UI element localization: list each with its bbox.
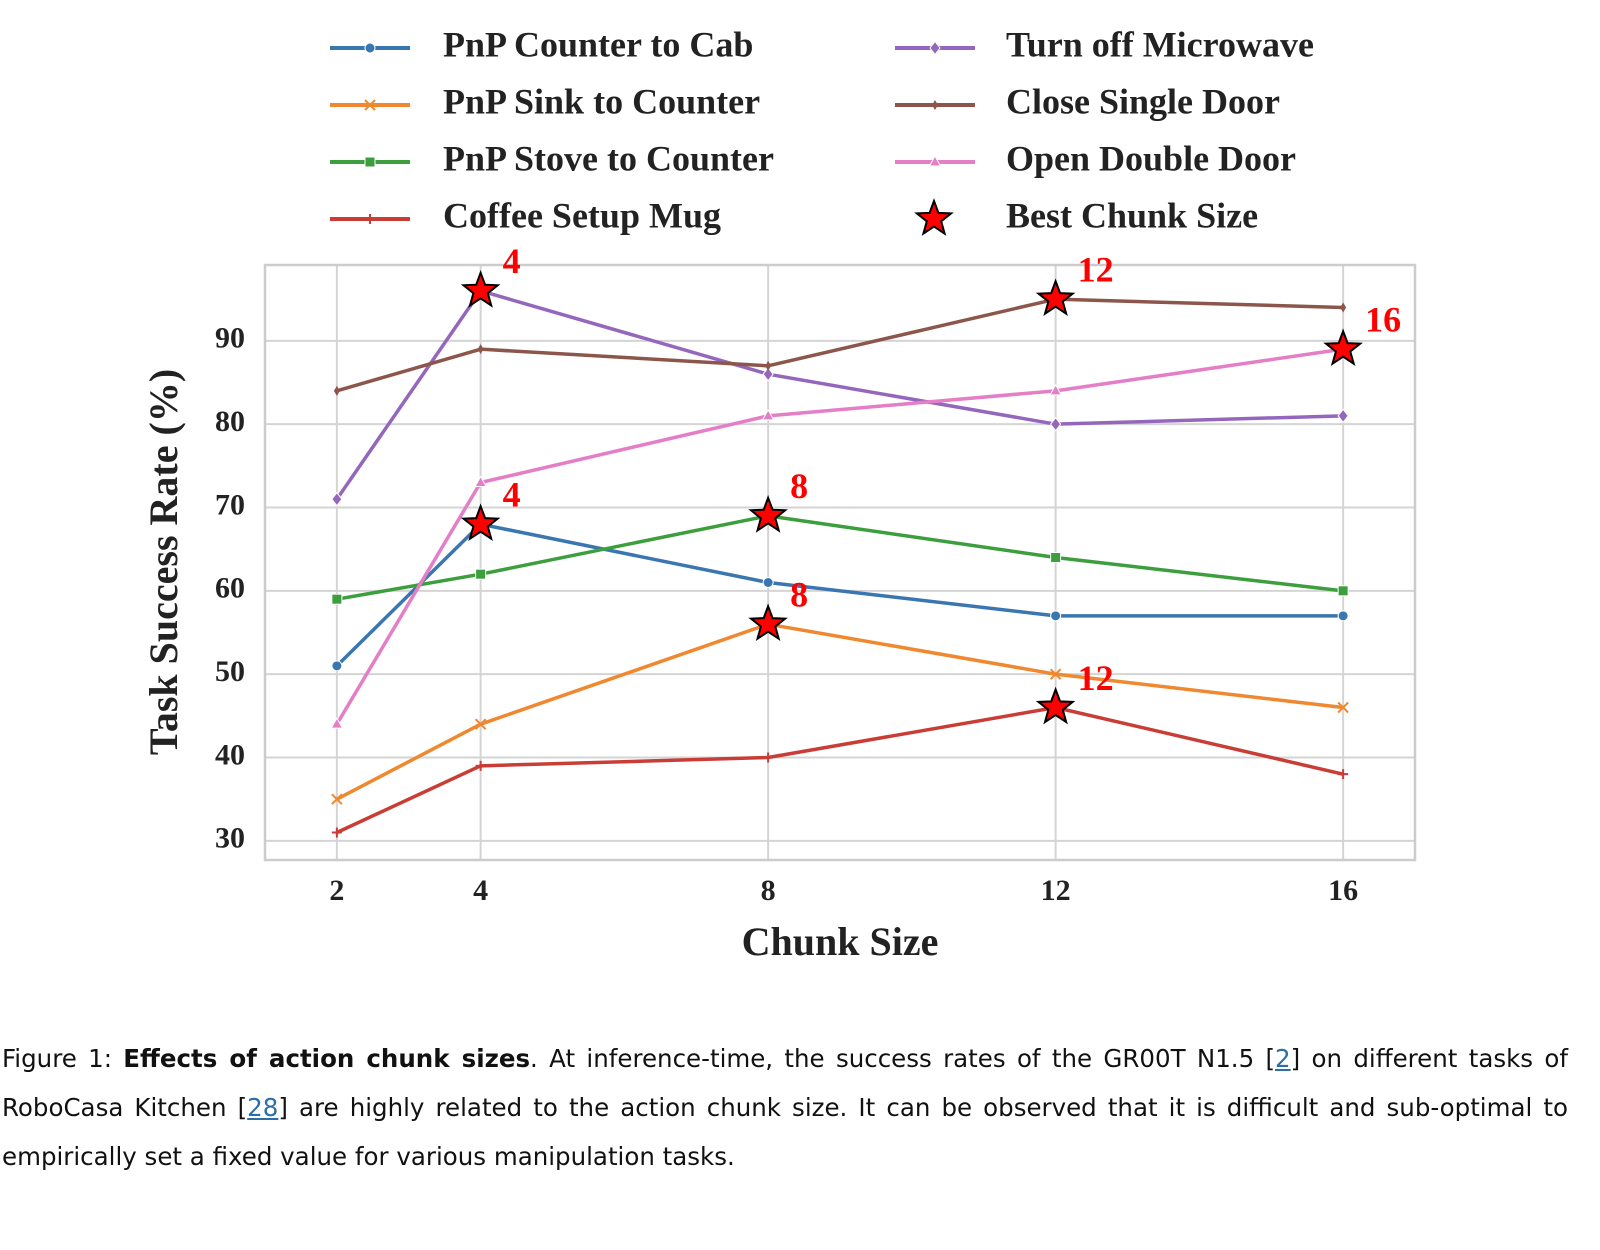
- point: [331, 660, 343, 672]
- legend-marker: [928, 154, 942, 167]
- series-line: [335, 289, 1344, 501]
- point: [475, 568, 487, 580]
- point: [765, 360, 772, 371]
- legend-label: Open Double Door: [1006, 138, 1296, 178]
- y-tick-label: 80: [215, 405, 245, 438]
- point: [474, 475, 487, 487]
- point: [330, 717, 344, 729]
- legend-marker: [932, 100, 938, 110]
- point: [1049, 668, 1062, 680]
- point: [333, 385, 340, 396]
- x-tick-label: 12: [1041, 874, 1071, 907]
- chart: Chunk Size Task Success Rate (%) 30 40 50 6…: [141, 24, 1417, 964]
- point: [1049, 416, 1062, 432]
- best-label: 12: [1078, 249, 1114, 289]
- point: [1049, 383, 1062, 396]
- best-marker: [748, 494, 788, 533]
- y-tick-label: 30: [215, 822, 245, 855]
- citation-link[interactable]: 2: [1275, 1044, 1291, 1073]
- best-label: 8: [790, 466, 808, 506]
- point: [1340, 302, 1347, 313]
- point: [474, 718, 487, 730]
- point: [475, 760, 486, 771]
- legend-marker: [929, 40, 941, 56]
- plot-frame: [263, 263, 1417, 862]
- legend-marker: [364, 156, 376, 168]
- point: [761, 408, 775, 421]
- point: [331, 793, 343, 805]
- x-axis-label: Chunk Size: [742, 919, 939, 964]
- point: [1337, 701, 1349, 714]
- point: [477, 344, 484, 355]
- legend-label: PnP Counter to Cab: [443, 24, 753, 64]
- best-label: 8: [790, 574, 808, 614]
- point: [1338, 769, 1349, 780]
- legend-marker: [365, 214, 375, 224]
- legend-label: Turn off Microwave: [1006, 24, 1314, 64]
- y-axis-label: Task Success Rate (%): [141, 369, 186, 755]
- best-marker: [1035, 686, 1076, 725]
- caption-text: . At inference-time, the success rates o…: [530, 1044, 1276, 1073]
- point: [1337, 610, 1349, 622]
- y-tick-label: 70: [215, 488, 245, 521]
- best-marker: [1035, 278, 1076, 317]
- point: [762, 366, 774, 382]
- citation-link[interactable]: 28: [247, 1093, 279, 1122]
- caption-title: Effects of action chunk sizes: [123, 1044, 531, 1073]
- legend-label: Best Chunk Size: [1006, 195, 1258, 235]
- best-marker: [748, 603, 788, 642]
- legend-marker: [364, 99, 376, 111]
- legend-label: Coffee Setup Mug: [443, 195, 721, 235]
- legend-label: PnP Stove to Counter: [443, 138, 774, 178]
- series-line: [336, 622, 1344, 801]
- point: [1337, 408, 1349, 424]
- caption-text: ] on different tasks of RoboCasa Kitchen…: [2, 1044, 1568, 1122]
- best-marker: [460, 503, 501, 542]
- best-label: 16: [1365, 299, 1401, 339]
- caption-label: Figure 1:: [2, 1044, 124, 1073]
- x-tick-label: 16: [1328, 874, 1358, 907]
- x-tick-label: 2: [329, 874, 344, 907]
- best-marker: [1323, 328, 1363, 367]
- point: [331, 491, 343, 507]
- x-tick-label: 8: [761, 874, 776, 907]
- best-label: 4: [503, 474, 521, 514]
- best-label: 12: [1078, 658, 1114, 698]
- legend-label: Close Single Door: [1006, 81, 1280, 121]
- legend-marker: [914, 198, 954, 236]
- series-line: [336, 705, 1344, 835]
- y-tick-label: 50: [215, 655, 245, 688]
- point: [331, 827, 342, 838]
- point: [1050, 610, 1062, 622]
- series-line: [335, 522, 1344, 668]
- caption-text: ] are highly related to the action chunk…: [2, 1093, 1568, 1171]
- legend-marker: [364, 42, 376, 54]
- point: [331, 593, 343, 605]
- best-marker: [460, 269, 501, 308]
- series-line: [336, 297, 1344, 393]
- x-tick-label: 4: [473, 874, 488, 907]
- legend-label: PnP Sink to Counter: [443, 81, 760, 121]
- y-tick-label: 90: [215, 322, 245, 355]
- y-tick-label: 60: [215, 572, 245, 605]
- point: [762, 577, 774, 588]
- best-label: 4: [503, 241, 521, 281]
- figure-caption: Figure 1: Effects of action chunk sizes.…: [2, 1034, 1568, 1181]
- point: [1337, 585, 1349, 597]
- point: [1050, 552, 1062, 563]
- y-tick-label: 40: [215, 738, 245, 771]
- point: [763, 752, 774, 763]
